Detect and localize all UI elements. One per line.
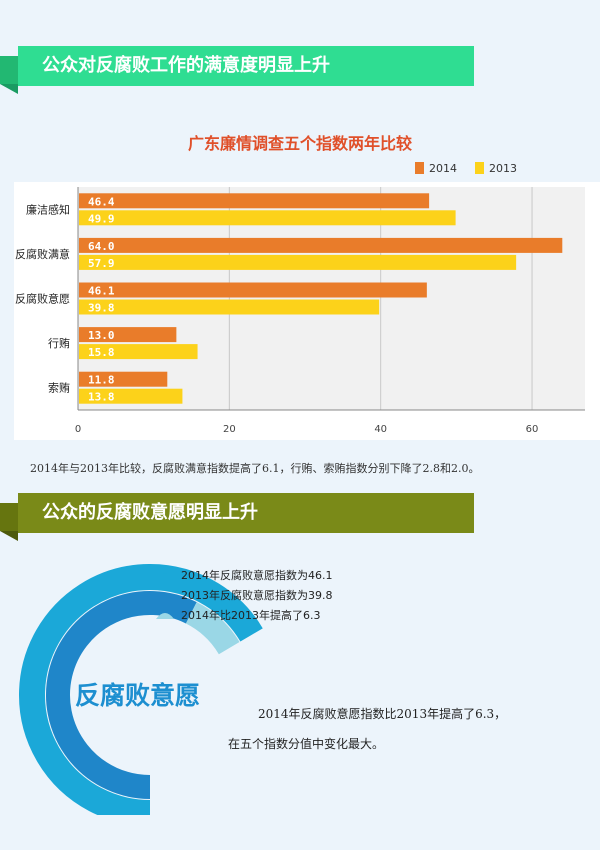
ring-arc-diff	[185, 602, 240, 655]
banner-cap	[0, 56, 18, 84]
x-tick-label: 40	[374, 424, 387, 435]
chart-title: 广东廉情调查五个指数两年比较	[187, 134, 412, 153]
section1-banner: 公众对反腐败工作的满意度明显上升	[0, 46, 480, 94]
bar-2013	[79, 299, 380, 315]
bar-2014	[79, 237, 563, 253]
data-label: 13.8	[88, 391, 115, 404]
bar-2014	[79, 282, 427, 298]
fan-icon	[156, 613, 174, 619]
bar-2013	[79, 344, 198, 360]
ring-chart	[19, 564, 263, 815]
category-label: 反腐败满意	[15, 247, 70, 261]
data-label: 13.0	[88, 329, 115, 342]
legend-label: 2013年反腐败意愿指数为39.8	[181, 589, 333, 602]
data-label: 15.8	[88, 346, 115, 359]
category-label: 索贿	[48, 381, 70, 395]
section2-banner: 公众的反腐败意愿明显上升	[0, 493, 480, 541]
banner-fold	[0, 531, 18, 541]
data-label: 57.9	[88, 257, 115, 270]
ring-description-line1: 2014年反腐败意愿指数比2013年提高了6.3，	[258, 707, 507, 721]
category-label: 廉洁感知	[26, 202, 70, 216]
bar-chart: 2014 2013 0 20 40 60 廉洁感知 46.4 49.9 反腐败满意 64.0 57.9…	[14, 162, 600, 440]
legend-item-2013: 2013年反腐败意愿指数为39.8	[155, 585, 333, 605]
bar-2014	[79, 327, 177, 343]
bar-2013	[79, 210, 456, 226]
bar-2014	[79, 193, 430, 209]
x-tick-label: 60	[526, 424, 539, 435]
data-label: 39.8	[88, 302, 115, 315]
section1-heading: 公众对反腐败工作的满意度明显上升	[18, 46, 474, 86]
ring-description-line2: 在五个指数分值中变化最大。	[228, 737, 385, 751]
data-label: 64.0	[88, 240, 115, 253]
bar-2013	[79, 388, 183, 404]
category-label: 反腐败意愿	[15, 292, 70, 306]
banner-fold	[0, 84, 18, 94]
data-label: 11.8	[88, 374, 115, 387]
fan-icon	[156, 573, 174, 579]
x-tick-label: 20	[223, 424, 236, 435]
ring-arc-2013	[46, 591, 197, 799]
ring-legend: 2014年反腐败意愿指数为46.1 2013年反腐败意愿指数为39.8 2014…	[155, 565, 333, 625]
data-label: 46.1	[88, 285, 115, 298]
section2-heading: 公众的反腐败意愿明显上升	[18, 493, 474, 533]
legend-item-diff: 2014年比2013年提高了6.3	[155, 605, 333, 625]
fan-icon	[156, 593, 174, 599]
category-label: 行贿	[48, 337, 70, 350]
chart-caption: 2014年与2013年比较，反腐败满意指数提高了6.1，行贿、索贿指数分别下降了…	[30, 462, 480, 475]
legend-swatch	[415, 162, 424, 174]
legend-item-2014: 2014年反腐败意愿指数为46.1	[155, 565, 333, 585]
x-tick-label: 0	[75, 424, 81, 435]
ring-title: 反腐败意愿	[75, 681, 201, 710]
legend-label: 2014	[429, 162, 457, 175]
data-label: 46.4	[88, 195, 115, 208]
banner-cap	[0, 503, 18, 531]
legend-label: 2014年比2013年提高了6.3	[181, 609, 321, 622]
legend-label: 2014年反腐败意愿指数为46.1	[181, 569, 333, 582]
bar-2013	[79, 254, 517, 270]
legend-label: 2013	[489, 162, 517, 175]
bar-2014	[79, 371, 168, 387]
ring-arc-2014	[19, 564, 263, 815]
legend-swatch	[475, 162, 484, 174]
data-label: 49.9	[88, 212, 115, 225]
